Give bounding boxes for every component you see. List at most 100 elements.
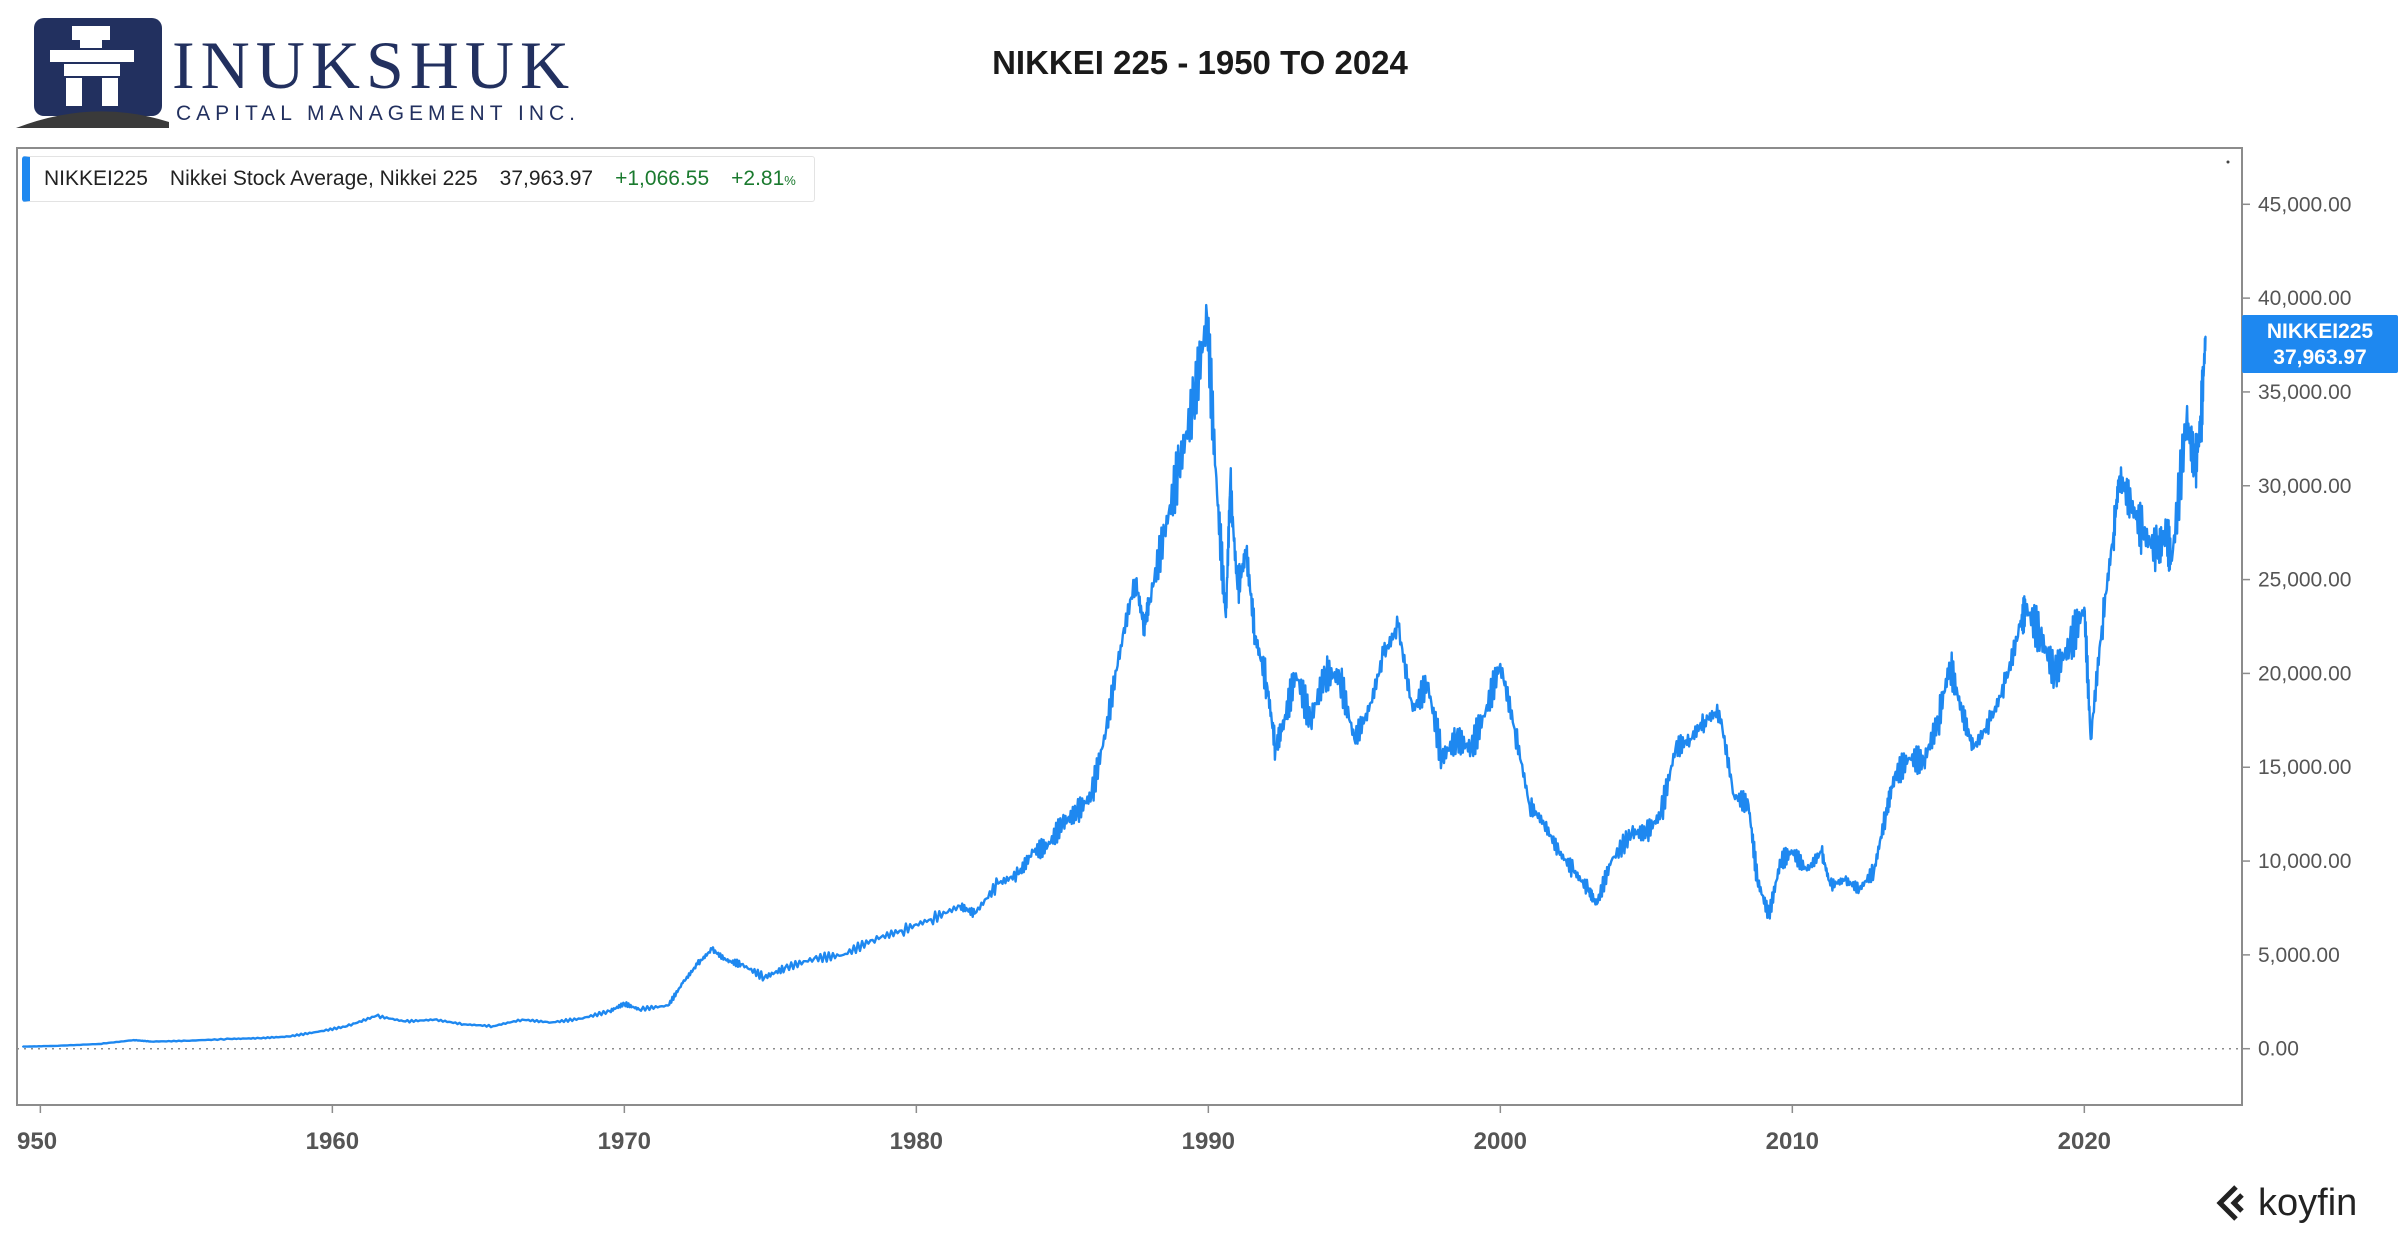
y-axis: 0.00 5,000.00 10,000.00 15,000.00 20,000.00 2… — [2242, 193, 2351, 1061]
data-point — [2204, 335, 2207, 338]
data-point — [2185, 419, 2188, 421]
data-point — [1791, 850, 1794, 853]
data-point — [900, 929, 903, 932]
last-price-tag: NIKKEI225 37,963.97 — [2242, 315, 2398, 373]
data-point — [1733, 794, 1735, 797]
data-point — [1245, 550, 1248, 553]
koyfin-wordmark: koyfin — [2258, 1181, 2358, 1224]
data-point — [667, 1004, 669, 1007]
y-tick-label: 35,000.00 — [2258, 381, 2351, 404]
series-points — [22, 317, 2207, 1048]
data-point — [1411, 710, 1414, 712]
x-tick-label: 2010 — [1766, 1128, 1819, 1155]
data-point — [2039, 635, 2042, 637]
data-point — [1274, 747, 1277, 750]
data-point — [1119, 644, 1122, 647]
legend-change-pct-value: +2.81 — [731, 167, 785, 190]
data-point — [98, 1043, 100, 1045]
data-point — [1236, 588, 1239, 590]
data-point — [740, 963, 742, 966]
data-point — [521, 1018, 523, 1021]
data-point — [1595, 903, 1598, 905]
inukshuk-logo: INUKSHUK CAPITAL MANAGEMENT INC. — [16, 18, 575, 128]
data-point — [1768, 914, 1770, 917]
y-tick-label: 5,000.00 — [2258, 944, 2340, 967]
data-point — [2053, 672, 2056, 675]
y-tick-label: 40,000.00 — [2258, 287, 2351, 310]
data-point — [2200, 419, 2202, 421]
data-point — [1689, 738, 1691, 740]
x-tick-label: 2020 — [2058, 1128, 2111, 1155]
data-point — [711, 948, 713, 951]
data-point — [1105, 728, 1107, 731]
data-point — [1090, 794, 1093, 797]
data-point — [763, 976, 766, 979]
data-point — [1674, 747, 1677, 750]
data-point — [1587, 888, 1589, 890]
data-point — [2130, 503, 2132, 506]
data-point — [346, 1025, 348, 1027]
data-point — [997, 882, 999, 885]
y-tick-label: 0.00 — [2258, 1038, 2299, 1061]
data-point — [1922, 760, 1925, 763]
data-point — [1032, 850, 1034, 853]
data-point — [22, 1045, 24, 1048]
data-point — [1338, 676, 1341, 678]
data-point — [1718, 710, 1721, 712]
data-point — [1572, 869, 1575, 872]
data-point — [638, 1008, 640, 1011]
x-tick-label: 1980 — [890, 1128, 943, 1155]
price-tag-value: 37,963.97 — [2273, 346, 2367, 369]
corner-dot — [2226, 160, 2230, 164]
data-point — [2194, 466, 2197, 468]
data-point — [1645, 832, 1648, 834]
y-tick-label: 45,000.00 — [2258, 193, 2351, 216]
data-point — [1046, 845, 1049, 847]
data-point — [1528, 804, 1531, 806]
data-point — [185, 1040, 188, 1042]
data-point — [1630, 832, 1633, 834]
data-point — [1949, 663, 1951, 665]
chart-title: NIKKEI 225 - 1950 TO 2024 — [992, 44, 1408, 81]
data-point — [1397, 625, 1399, 628]
data-point — [2171, 560, 2173, 562]
legend-change: +1,066.55 — [615, 167, 710, 190]
data-point — [2068, 644, 2071, 647]
data-point — [1543, 822, 1545, 825]
data-point — [1455, 738, 1458, 740]
data-point — [2165, 531, 2167, 534]
data-point — [2083, 606, 2086, 609]
data-point — [959, 905, 961, 907]
data-point — [1295, 672, 1297, 675]
legend-pct-suffix: % — [784, 173, 796, 188]
data-point — [1858, 888, 1861, 890]
data-point — [550, 1021, 553, 1024]
data-point — [1908, 757, 1910, 759]
data-point — [133, 1039, 135, 1041]
data-point — [1061, 822, 1064, 825]
koyfin-chevron-icon — [2216, 1185, 2244, 1221]
data-point — [784, 967, 786, 969]
data-point — [608, 1010, 611, 1012]
y-tick-label: 10,000.00 — [2258, 850, 2351, 873]
x-tick-label: 1990 — [1182, 1128, 1235, 1155]
data-point — [1703, 719, 1706, 722]
data-point — [1885, 813, 1887, 815]
data-point — [1844, 879, 1846, 881]
data-point — [1610, 860, 1613, 862]
data-point — [1660, 813, 1662, 815]
data-point — [1225, 616, 1227, 618]
data-point — [1324, 672, 1326, 675]
data-point — [1149, 597, 1151, 600]
data-point — [1756, 879, 1759, 881]
data-point — [871, 939, 874, 941]
data-point — [842, 954, 845, 956]
data-point — [1309, 719, 1312, 722]
data-point — [1178, 466, 1180, 468]
data-point — [1806, 869, 1808, 872]
data-point — [1820, 850, 1823, 853]
data-point — [1829, 884, 1832, 887]
data-point — [681, 982, 684, 984]
data-point — [696, 963, 699, 966]
